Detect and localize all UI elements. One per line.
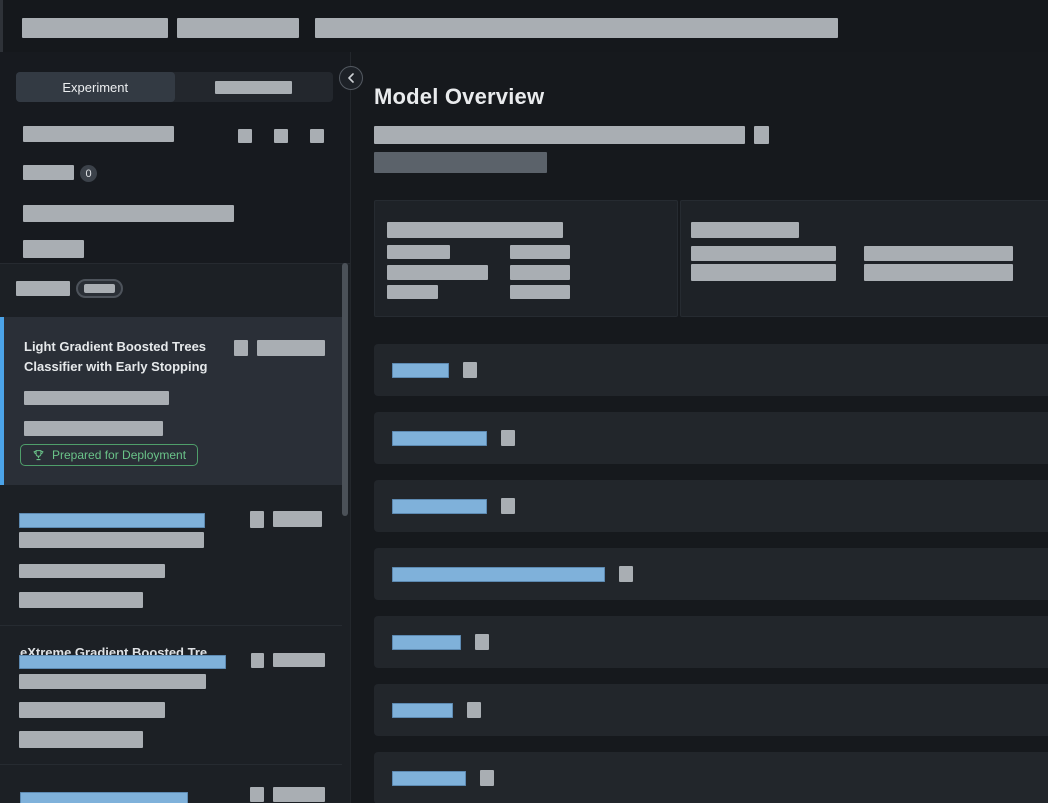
- row-link-redacted[interactable]: [392, 635, 461, 650]
- model-card-selected[interactable]: Light Gradient Boosted Trees Classifier …: [0, 317, 342, 485]
- model-title: Light Gradient Boosted Trees Classifier …: [24, 339, 208, 374]
- model-meta-redacted-1: [19, 564, 165, 578]
- model-subtitle-redacted: [374, 152, 547, 173]
- row-link-redacted[interactable]: [392, 703, 453, 718]
- prepared-for-deployment-badge: Prepared for Deployment: [20, 444, 199, 466]
- overview-row: [374, 684, 1048, 736]
- toolbar-icon-3[interactable]: [310, 129, 324, 143]
- row-link-redacted[interactable]: [392, 499, 487, 514]
- sidebar-text-redacted-2: [23, 240, 84, 258]
- info-icon-redacted[interactable]: [475, 634, 489, 650]
- filter-toggle-pill[interactable]: [76, 279, 123, 298]
- overview-row: [374, 480, 1048, 532]
- page-title: Model Overview: [374, 84, 545, 109]
- model-meta-redacted-2: [19, 731, 143, 748]
- model-card[interactable]: [0, 485, 342, 625]
- field-redacted: [691, 246, 836, 261]
- info-icon-redacted[interactable]: [467, 702, 481, 718]
- field-redacted: [691, 264, 836, 281]
- panel-heading-redacted: [387, 222, 563, 238]
- model-card[interactable]: eXtreme Gradient Boosted Tre: [0, 625, 342, 765]
- model-card-metric-redacted: [273, 511, 322, 527]
- field-value-redacted: [510, 265, 570, 280]
- main-content: Model Overview: [351, 52, 1048, 803]
- overview-row: [374, 412, 1048, 464]
- model-name-icon-redacted[interactable]: [754, 126, 769, 144]
- model-card-metric-redacted: [273, 653, 325, 667]
- sidebar-text-redacted-1: [23, 205, 234, 222]
- model-meta-redacted-1: [19, 702, 165, 718]
- trophy-icon: [33, 449, 44, 460]
- field-label-redacted: [387, 285, 438, 299]
- summary-panel-left: [374, 200, 678, 317]
- overview-row: [374, 616, 1048, 668]
- nav-item-redacted-2[interactable]: [177, 18, 299, 38]
- filter-toggle-label-redacted: [84, 284, 115, 293]
- model-card-icon-redacted[interactable]: [251, 653, 264, 668]
- model-meta-redacted-2: [19, 592, 143, 608]
- row-link-redacted[interactable]: [392, 771, 466, 786]
- model-title-redacted: [19, 513, 205, 528]
- model-meta-redacted-2: [24, 421, 163, 436]
- sidebar: Experiment 0 Light Gradient Boosted Tree…: [0, 52, 351, 803]
- field-value-redacted: [510, 285, 570, 299]
- tab-experiment-label: Experiment: [62, 79, 129, 95]
- model-card-metric-redacted: [257, 340, 325, 356]
- tab-experiment[interactable]: Experiment: [16, 72, 175, 102]
- toolbar-icon-1[interactable]: [238, 129, 252, 143]
- model-card-metric-redacted: [273, 787, 325, 802]
- field-redacted: [864, 264, 1013, 281]
- field-label-redacted: [387, 245, 450, 259]
- tab-redacted-label: [214, 81, 292, 94]
- info-icon-redacted[interactable]: [501, 498, 515, 514]
- overview-row: [374, 752, 1048, 803]
- sidebar-tab-switcher: Experiment: [16, 72, 333, 102]
- counter-label-redacted: [23, 165, 74, 180]
- model-title-redaction-overlay: [19, 655, 226, 669]
- field-label-redacted: [387, 265, 488, 280]
- toolbar-icon-2[interactable]: [274, 129, 288, 143]
- sidebar-collapse-button[interactable]: [339, 66, 363, 90]
- model-leaderboard-list: Light Gradient Boosted Trees Classifier …: [0, 263, 350, 803]
- model-title-redacted: [20, 792, 188, 803]
- nav-item-redacted-1[interactable]: [22, 18, 168, 38]
- model-meta-redacted-1: [24, 391, 169, 405]
- model-card[interactable]: [0, 764, 342, 803]
- info-icon-redacted[interactable]: [463, 362, 477, 378]
- sidebar-scrollbar[interactable]: [342, 263, 348, 516]
- field-value-redacted: [510, 245, 570, 259]
- model-subtitle-redacted: [19, 532, 204, 548]
- search-input-redacted[interactable]: [23, 126, 174, 142]
- info-icon-redacted[interactable]: [501, 430, 515, 446]
- model-card-icon-redacted[interactable]: [234, 340, 248, 356]
- row-link-redacted[interactable]: [392, 567, 605, 582]
- overview-row: [374, 344, 1048, 396]
- model-card-icon-redacted[interactable]: [250, 787, 264, 802]
- model-name-redacted: [374, 126, 745, 144]
- overview-row: [374, 548, 1048, 600]
- count-badge: 0: [80, 165, 97, 182]
- info-icon-redacted[interactable]: [480, 770, 494, 786]
- info-icon-redacted[interactable]: [619, 566, 633, 582]
- chevron-left-icon: [348, 73, 354, 83]
- summary-panel-right: [680, 200, 1048, 317]
- row-link-redacted[interactable]: [392, 431, 487, 446]
- model-subtitle-redacted: [19, 674, 206, 689]
- filter-label-redacted: [16, 281, 70, 296]
- top-navigation-bar: [0, 0, 1048, 53]
- model-card-icon-redacted[interactable]: [250, 511, 264, 528]
- prepared-for-deployment-label: Prepared for Deployment: [52, 448, 187, 462]
- tab-redacted[interactable]: [175, 72, 334, 102]
- panel-heading-redacted: [691, 222, 799, 238]
- row-link-redacted[interactable]: [392, 363, 449, 378]
- field-redacted: [864, 246, 1013, 261]
- nav-breadcrumb-redacted: [315, 18, 838, 38]
- window-edge-highlight: [0, 0, 3, 52]
